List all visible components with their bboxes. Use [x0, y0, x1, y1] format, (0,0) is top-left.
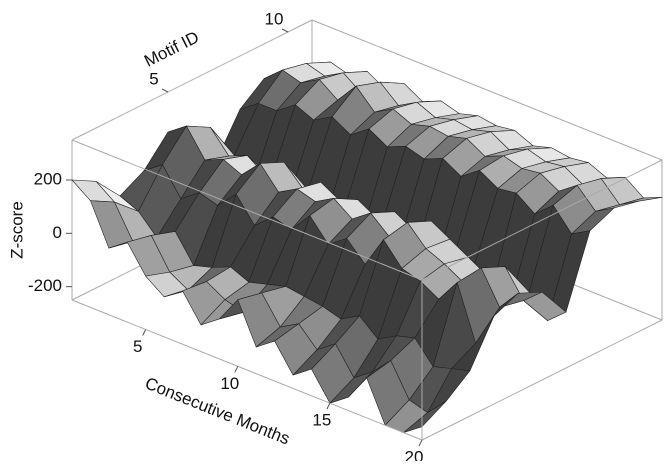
- z-tick-label: 200: [34, 169, 62, 188]
- x-tick: [234, 366, 239, 373]
- box-edge: [421, 319, 663, 441]
- y-tick-label: 10: [265, 9, 284, 28]
- y-tick: [281, 28, 289, 33]
- z-axis-title: Z-score: [7, 201, 26, 259]
- x-axis-title: Consecutive Months: [142, 374, 292, 449]
- x-tick-label: 5: [133, 337, 142, 356]
- box-edge: [311, 19, 663, 161]
- x-tick: [418, 439, 423, 447]
- box-edge: [71, 19, 313, 141]
- box-edge: [71, 139, 423, 281]
- surface-patch: [403, 401, 447, 433]
- x-tick-label: 20: [405, 447, 424, 461]
- y-axis-title: Motif ID: [141, 27, 202, 70]
- x-tick: [326, 402, 331, 410]
- bounding-box-front: [71, 139, 663, 441]
- x-tick-label: 15: [312, 411, 331, 430]
- box-edge: [71, 299, 423, 441]
- z-tick-label: 0: [53, 223, 62, 242]
- y-tick: [161, 88, 169, 93]
- x-tick: [142, 329, 147, 336]
- box-edge: [421, 159, 663, 281]
- x-tick-label: 10: [220, 374, 239, 393]
- z-tick-label: -200: [28, 276, 62, 295]
- surface: [71, 61, 663, 433]
- y-tick-label: 5: [149, 69, 158, 88]
